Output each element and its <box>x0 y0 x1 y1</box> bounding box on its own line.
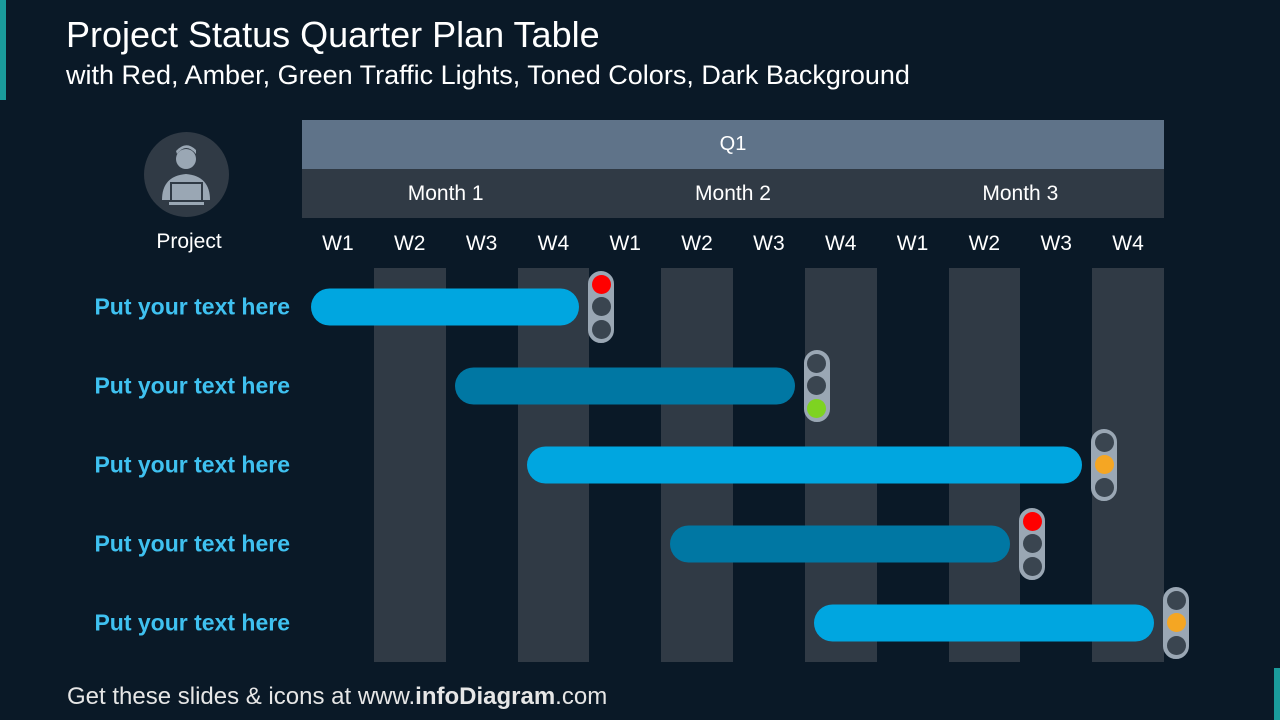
traffic-light-green <box>591 320 611 340</box>
traffic-light-amber <box>1022 534 1042 554</box>
week-header: W3 <box>753 232 785 255</box>
quarter-header: Q1 <box>302 120 1164 169</box>
week-header: W4 <box>824 232 857 255</box>
traffic-light-icon <box>1091 429 1118 501</box>
week-header-row: W1 W2 W3 W4 W1 W2 W3 W4 W1 W2 W3 W4 <box>302 222 1164 266</box>
traffic-light-icon <box>1163 587 1189 659</box>
traffic-light-icon <box>588 271 615 343</box>
week-header: W1 <box>896 232 929 255</box>
task-bar <box>311 288 580 326</box>
task-label: Put your text here <box>94 293 290 320</box>
task-label: Put your text here <box>94 609 290 636</box>
month-header: Month 1 <box>407 181 484 205</box>
traffic-light-icon <box>803 350 830 422</box>
week-header: W3 <box>1040 232 1072 255</box>
task-label: Put your text here <box>94 530 290 557</box>
traffic-light-icon <box>1019 508 1046 580</box>
month-header: Month 2 <box>695 181 771 205</box>
task-label: Put your text here <box>94 451 290 478</box>
footer-suffix: .com <box>555 683 608 710</box>
traffic-light-green <box>807 399 827 419</box>
week-header: W4 <box>537 232 570 255</box>
traffic-light-green <box>1166 636 1186 656</box>
task-bar <box>526 446 1083 484</box>
week-header: W2 <box>393 232 426 255</box>
page-title: Project Status Quarter Plan Table <box>66 14 600 55</box>
week-column-shade <box>373 268 446 662</box>
traffic-light-amber <box>1166 613 1186 633</box>
week-header: W4 <box>1112 232 1144 255</box>
traffic-light-amber <box>1094 455 1114 475</box>
month-header: Month 3 <box>982 181 1059 205</box>
traffic-light-red <box>1022 511 1042 531</box>
task-bar <box>813 604 1154 642</box>
traffic-light-amber <box>591 297 611 317</box>
week-header: W3 <box>465 232 498 255</box>
project-header: Project <box>156 230 222 253</box>
traffic-light-green <box>1022 557 1042 577</box>
traffic-light-green <box>1094 478 1114 498</box>
traffic-light-amber <box>807 376 827 396</box>
footer-text: Get these slides & icons at www.infoDiag… <box>67 683 607 711</box>
week-header: W1 <box>609 232 641 255</box>
task-bar <box>454 367 795 405</box>
task-label: Put your text here <box>94 372 290 399</box>
month-header-row: Month 1 Month 2 Month 3 <box>302 169 1164 218</box>
footer-brand: infoDiagram <box>415 683 556 710</box>
traffic-light-red <box>591 274 611 294</box>
footer-prefix: Get these slides & icons at www. <box>67 683 416 710</box>
week-header: W2 <box>968 232 1001 255</box>
week-header: W1 <box>322 232 354 255</box>
traffic-light-red <box>1094 432 1114 452</box>
week-header: W2 <box>681 232 713 255</box>
task-bar <box>670 525 1011 563</box>
user-laptop-icon <box>144 132 229 217</box>
traffic-light-red <box>807 353 827 373</box>
accent-bar <box>1274 668 1280 720</box>
traffic-light-red <box>1166 590 1186 610</box>
page-subtitle: with Red, Amber, Green Traffic Lights, T… <box>66 60 910 90</box>
accent-bar <box>0 0 6 100</box>
